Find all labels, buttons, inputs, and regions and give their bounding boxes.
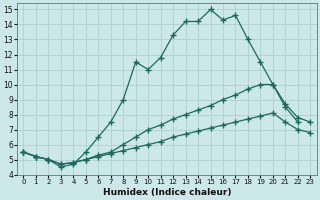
- X-axis label: Humidex (Indice chaleur): Humidex (Indice chaleur): [103, 188, 231, 197]
